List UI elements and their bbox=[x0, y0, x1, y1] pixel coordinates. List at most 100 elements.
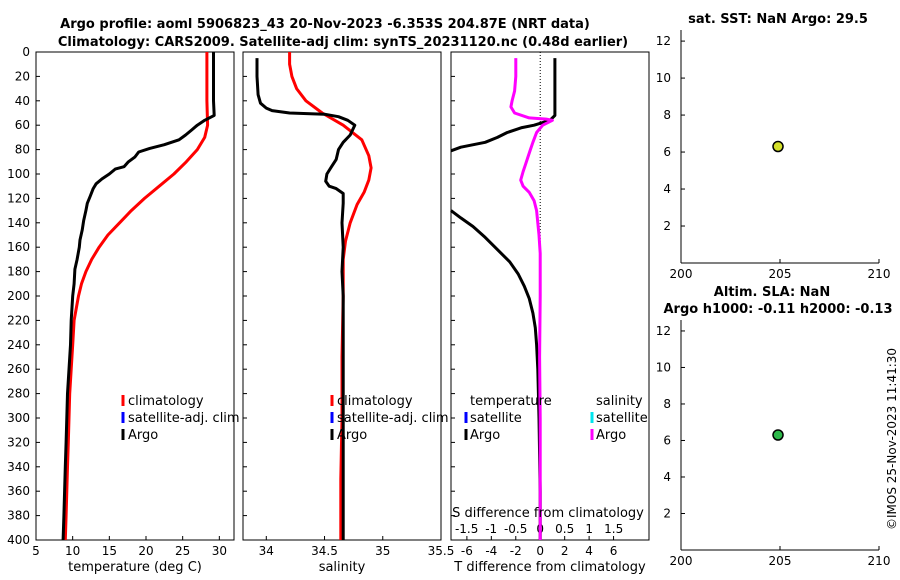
depth-tick-label: 360 bbox=[7, 484, 30, 498]
salinity-plot: 34 34.5 35 35.5 bbox=[255, 52, 455, 558]
y-tick-label: 10 bbox=[656, 71, 671, 85]
title-line-1: Argo profile: aoml 5906823_43 20-Nov-202… bbox=[60, 17, 590, 32]
x-tick-label: 30 bbox=[212, 544, 227, 558]
legend-salinity-header: salinity bbox=[596, 394, 643, 409]
x-tick-label: 20 bbox=[138, 544, 153, 558]
legend-temperature-header: temperature bbox=[470, 394, 552, 409]
salinity-diff-tick-label: -0.5 bbox=[504, 522, 527, 536]
salinity-diff-tick-label: -1.5 bbox=[455, 522, 478, 536]
x-tick-label: 0 bbox=[536, 544, 544, 558]
x-tick-label: 205 bbox=[769, 267, 792, 281]
y-tick-label: 8 bbox=[663, 397, 671, 411]
sla-scatter-panel: 2 4 6 8 10 12 200 205 210 bbox=[656, 320, 891, 568]
series-line-s-diff-argo bbox=[509, 58, 554, 540]
depth-tick-label: 340 bbox=[7, 460, 30, 474]
difference-plot: -6 -4 -2 0 2 4 6-1.5 -1 -0.5 0 0.5 1 1.5 bbox=[450, 52, 623, 558]
legend-argo-label: Argo bbox=[337, 428, 367, 443]
series-line-argo bbox=[255, 58, 357, 540]
sla-panel-title-2: Argo h1000: -0.11 h2000: -0.13 bbox=[663, 302, 892, 317]
depth-tick-label: 400 bbox=[7, 533, 30, 547]
x-tick-label: 35.5 bbox=[428, 544, 455, 558]
series-line-t-diff-argo bbox=[450, 58, 557, 153]
depth-tick-label: 0 bbox=[22, 45, 30, 59]
depth-tick-label: 200 bbox=[7, 289, 30, 303]
depth-tick-label: 220 bbox=[7, 313, 30, 327]
depth-tick-label: 40 bbox=[15, 94, 30, 108]
x-tick-label: 15 bbox=[102, 544, 117, 558]
y-tick-label: 6 bbox=[663, 433, 671, 447]
difference-legend: temperature salinity satellite Argo sate… bbox=[464, 394, 648, 443]
depth-tick-label: 160 bbox=[7, 240, 30, 254]
sst-scatter-panel: 2 4 6 8 10 12 200 205 210 bbox=[656, 30, 891, 281]
title-line-2: Climatology: CARS2009. Satellite-adj cli… bbox=[58, 35, 628, 50]
y-tick-label: 12 bbox=[656, 34, 671, 48]
x-tick-label: 210 bbox=[868, 267, 891, 281]
temperature-plot: 5 10 15 20 25 30 bbox=[32, 52, 227, 558]
salinity-diff-tick-label: 0.5 bbox=[555, 522, 574, 536]
depth-tick-label: 240 bbox=[7, 338, 30, 352]
depth-tick-label: 80 bbox=[15, 143, 30, 157]
x-tick-label: -6 bbox=[461, 544, 473, 558]
depth-tick-label: 260 bbox=[7, 362, 30, 376]
tdiff-xlabel: T difference from climatology bbox=[453, 560, 646, 575]
salinity-diff-tick-label: -1 bbox=[485, 522, 497, 536]
x-tick-label: 34.5 bbox=[311, 544, 338, 558]
x-tick-label: 210 bbox=[868, 554, 891, 568]
series-line-climatology bbox=[63, 52, 210, 541]
data-point-marker bbox=[772, 429, 784, 441]
legend-sal-satellite-label: satellite bbox=[596, 411, 648, 426]
sst-panel-title: sat. SST: NaN Argo: 29.5 bbox=[688, 12, 868, 27]
y-tick-label: 6 bbox=[663, 145, 671, 159]
depth-tick-label: 120 bbox=[7, 191, 30, 205]
difference-panel bbox=[450, 51, 650, 541]
y-tick-label: 2 bbox=[663, 506, 671, 520]
depth-axis: 0 20 40 60 80 100 120 140 160 180 200 220 240 260 280 3… bbox=[7, 45, 455, 547]
depth-tick-label: 320 bbox=[7, 435, 30, 449]
temperature-xlabel: temperature (deg C) bbox=[68, 560, 202, 575]
legend-satellite-label: satellite-adj. clim bbox=[337, 411, 449, 426]
x-tick-label: 2 bbox=[561, 544, 569, 558]
x-tick-label: 200 bbox=[670, 554, 693, 568]
series-line-climatology bbox=[288, 52, 373, 540]
depth-tick-label: 380 bbox=[7, 509, 30, 523]
y-tick-label: 4 bbox=[663, 182, 671, 196]
x-tick-label: 4 bbox=[585, 544, 593, 558]
depth-tick-label: 20 bbox=[15, 69, 30, 83]
x-tick-label: -4 bbox=[485, 544, 497, 558]
y-tick-label: 2 bbox=[663, 219, 671, 233]
temperature-legend: climatology satellite-adj. clim Argo bbox=[121, 394, 240, 443]
legend-temp-satellite-label: satellite bbox=[470, 411, 522, 426]
legend-climatology-label: climatology bbox=[337, 394, 413, 409]
legend-sal-argo-label: Argo bbox=[596, 428, 626, 443]
sdiff-label: S difference from climatology bbox=[452, 506, 644, 521]
x-tick-label: 205 bbox=[769, 554, 792, 568]
legend-satellite-label: satellite-adj. clim bbox=[128, 411, 240, 426]
legend-climatology-label: climatology bbox=[128, 394, 204, 409]
legend-argo-label: Argo bbox=[128, 428, 158, 443]
salinity-legend: climatology satellite-adj. clim Argo bbox=[330, 394, 449, 443]
depth-tick-label: 180 bbox=[7, 265, 30, 279]
data-point-marker bbox=[772, 140, 784, 153]
salinity-diff-tick-label: 1.5 bbox=[604, 522, 623, 536]
x-tick-label: 10 bbox=[65, 544, 80, 558]
sla-panel-title: Altim. SLA: NaN bbox=[714, 285, 830, 300]
x-tick-label: 25 bbox=[175, 544, 190, 558]
timestamp: ©IMOS 25-Nov-2023 11:41:30 bbox=[885, 348, 899, 530]
x-tick-label: 6 bbox=[610, 544, 618, 558]
depth-tick-label: 140 bbox=[7, 216, 30, 230]
depth-tick-label: 60 bbox=[15, 118, 30, 132]
y-tick-label: 10 bbox=[656, 360, 671, 374]
x-tick-label: -2 bbox=[510, 544, 522, 558]
depth-tick-label: 100 bbox=[7, 167, 30, 181]
salinity-xlabel: salinity bbox=[319, 560, 366, 575]
x-tick-label: 35 bbox=[375, 544, 390, 558]
x-tick-label: 200 bbox=[670, 267, 693, 281]
depth-tick-label: 280 bbox=[7, 387, 30, 401]
y-tick-label: 12 bbox=[656, 324, 671, 338]
legend-temp-argo-label: Argo bbox=[470, 428, 500, 443]
x-tick-label: 34 bbox=[259, 544, 274, 558]
series-line-argo bbox=[61, 52, 216, 541]
depth-tick-label: 300 bbox=[7, 411, 30, 425]
salinity-diff-tick-label: 1 bbox=[585, 522, 593, 536]
